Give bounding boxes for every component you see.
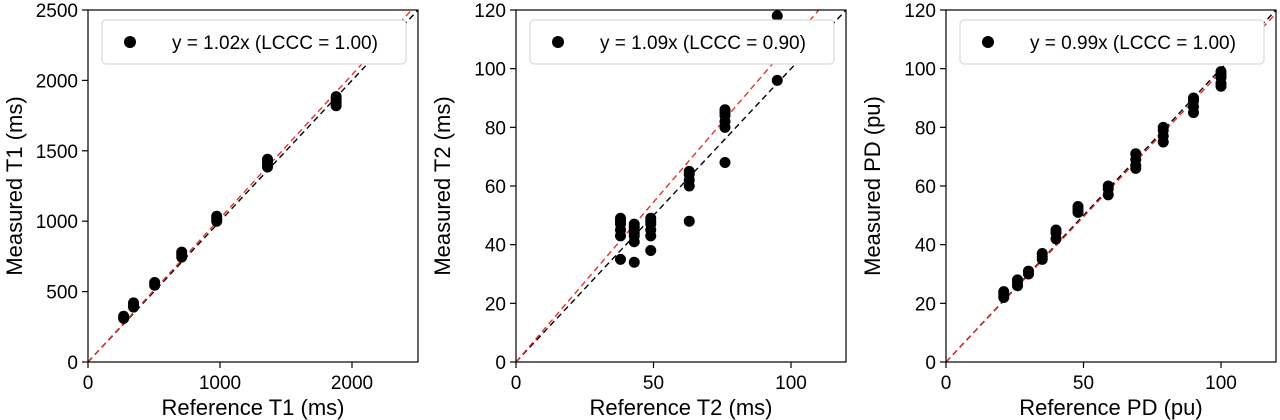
data-point: [645, 245, 657, 257]
x-axis-label: Reference T1 (ms): [162, 395, 345, 420]
data-point: [1036, 247, 1048, 259]
data-point: [771, 10, 783, 22]
data-point: [628, 218, 640, 230]
legend-marker: [552, 36, 564, 48]
data-point: [1050, 224, 1062, 236]
data-point: [1023, 265, 1034, 277]
data-point: [1188, 92, 1199, 104]
plot-area: [946, 10, 1276, 362]
fit-line: [946, 12, 1276, 362]
data-point: [628, 256, 640, 268]
y-tick-label: 100: [474, 60, 506, 81]
data-point: [1012, 274, 1023, 286]
y-tick-label: 0: [925, 353, 936, 374]
legend-box: [529, 19, 835, 65]
x-tick-label: 50: [643, 373, 664, 394]
data-point: [118, 310, 130, 322]
axes-frame: [87, 9, 419, 363]
y-axis-label: Measured T1 (ms): [2, 96, 27, 275]
data-point: [683, 215, 695, 227]
data-point: [683, 165, 695, 177]
y-tick-label: 40: [915, 236, 936, 257]
plot-area: [88, 10, 418, 362]
fit-line: [516, 10, 820, 362]
data-point: [176, 246, 188, 258]
legend: y = 1.02x (LCCC = 1.00): [101, 19, 407, 65]
chart-panel-1: 0 1000 2000 0 500 1000 1500 2000 2500 Reference T…: [2, 1, 419, 420]
y-tick-label: 2500: [36, 1, 78, 22]
y-tick-label: 500: [46, 283, 78, 304]
legend-box: [959, 19, 1265, 65]
y-tick-label: 80: [915, 118, 936, 139]
data-point: [330, 91, 342, 103]
data-point: [645, 212, 657, 224]
y-tick-label: 120: [474, 1, 506, 22]
x-tick-label: 1000: [199, 373, 241, 394]
legend-label: y = 1.02x (LCCC = 1.00): [172, 33, 378, 54]
legend: y = 1.09x (LCCC = 0.90): [529, 19, 835, 65]
data-point: [1102, 180, 1114, 192]
data-point: [262, 153, 274, 165]
data-point: [149, 276, 161, 288]
x-axis-label: Reference PD (pu): [1019, 395, 1202, 420]
y-tick-label: 120: [904, 1, 936, 22]
y-tick-label: 1500: [36, 142, 78, 163]
x-tick-label: 0: [83, 373, 94, 394]
data-point: [1130, 148, 1142, 160]
data-point: [998, 286, 1010, 298]
legend-box: [101, 19, 407, 65]
legend-label: y = 0.99x (LCCC = 1.00): [1030, 33, 1236, 54]
x-tick-label: 50: [1073, 373, 1094, 394]
legend-label: y = 1.09x (LCCC = 0.90): [600, 33, 806, 54]
x-tick-label: 100: [1205, 373, 1237, 394]
y-tick-label: 0: [495, 353, 506, 374]
data-point: [719, 104, 731, 116]
y-tick-label: 2000: [36, 71, 78, 92]
legend: y = 0.99x (LCCC = 1.00): [959, 19, 1265, 65]
y-tick-label: 1000: [36, 212, 78, 233]
chart-panel-2: 0 50 100 0 20 40 60 80 100 120 Reference T2 (ms) Me…: [430, 1, 847, 420]
chart-panel-3: 0 50 100 0 20 40 60 80 100 120 Reference PD (pu) Me…: [860, 1, 1277, 420]
x-tick-label: 2000: [331, 373, 373, 394]
data-point: [771, 74, 783, 86]
fit-line: [88, 10, 413, 362]
y-tick-label: 80: [485, 118, 506, 139]
data-point: [615, 253, 626, 265]
data-point: [128, 297, 140, 309]
y-tick-label: 20: [485, 294, 506, 315]
data-point: [1072, 201, 1084, 213]
x-tick-label: 100: [775, 373, 807, 394]
x-tick-label: 0: [941, 373, 952, 394]
y-tick-label: 100: [904, 60, 936, 81]
y-tick-label: 20: [915, 294, 936, 315]
legend-marker: [982, 36, 994, 48]
y-axis-label: Measured PD (pu): [860, 96, 885, 276]
data-point: [615, 212, 626, 224]
y-tick-label: 0: [67, 353, 78, 374]
legend-marker: [124, 36, 136, 48]
data-point: [211, 210, 223, 222]
y-tick-label: 60: [485, 177, 506, 198]
plot-area: [516, 10, 846, 362]
y-tick-label: 40: [485, 236, 506, 257]
data-point: [1215, 66, 1227, 78]
data-point: [1157, 121, 1169, 133]
x-tick-label: 0: [511, 373, 522, 394]
y-axis-label: Measured T2 (ms): [430, 96, 455, 275]
data-point: [719, 157, 731, 169]
x-axis-label: Reference T2 (ms): [590, 395, 773, 420]
y-tick-label: 60: [915, 177, 936, 198]
